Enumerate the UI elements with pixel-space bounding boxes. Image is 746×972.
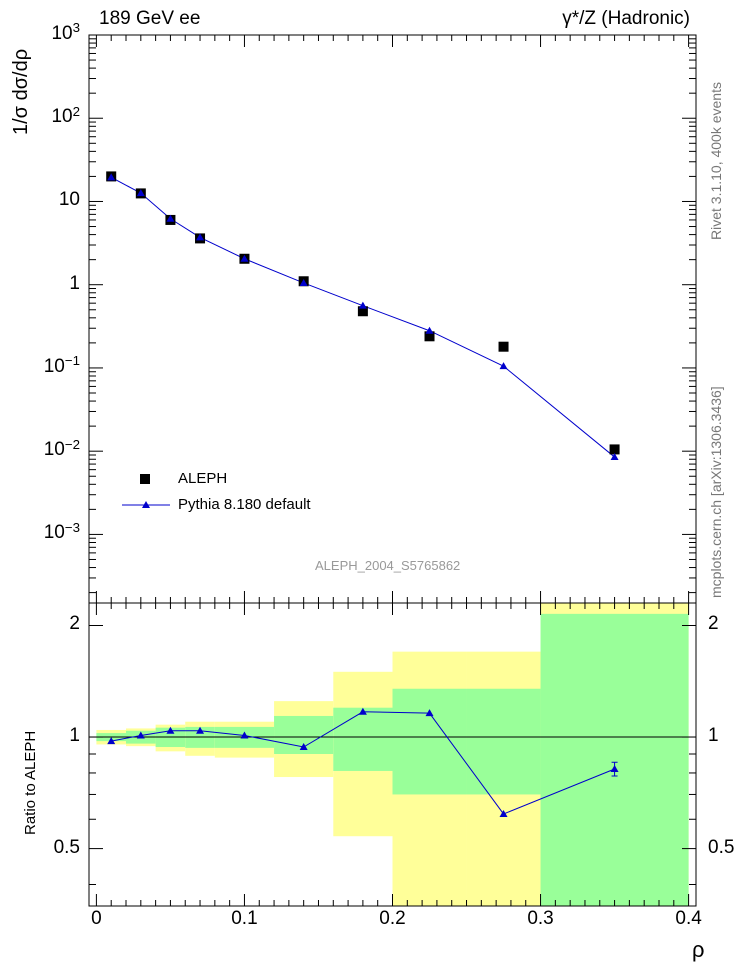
pythia-line	[110, 176, 615, 458]
aleph-point-8	[498, 341, 509, 352]
legend-marker-pythia	[142, 501, 150, 508]
main-y-tick-label: 1	[69, 272, 80, 294]
ratio-point-6	[358, 707, 367, 715]
pythia-point-2	[166, 214, 175, 222]
analysis-watermark: ALEPH_2004_S5765862	[315, 558, 461, 573]
ratio-point-5	[299, 743, 308, 751]
rivet-version-label: Rivet 3.1.10, 400k events	[708, 82, 724, 240]
ratio-point-0	[107, 737, 116, 745]
header-energy-label: 189 GeV ee	[99, 8, 201, 29]
legend-marker-aleph	[140, 474, 150, 484]
x-tick-label: 0.2	[379, 908, 406, 929]
legend-label-pythia: Pythia 8.180 default	[178, 496, 311, 513]
ratio-pythia-line	[111, 711, 615, 815]
ratio-point-1	[136, 731, 145, 739]
x-tick-label: 0.1	[231, 908, 258, 929]
band-inner-6	[333, 707, 393, 771]
main-y-tick-label: 10−2	[43, 436, 80, 461]
aleph-point-7	[424, 331, 435, 342]
pythia-point-4	[240, 254, 249, 262]
legend	[122, 474, 170, 508]
ratio-point-8	[499, 809, 508, 817]
ratio-point-7	[425, 709, 434, 717]
axis-ticks	[89, 34, 696, 906]
pythia-point-3	[196, 233, 205, 241]
main-y-tick-label: 102	[51, 103, 80, 128]
pythia-point-7	[425, 326, 434, 334]
main-plot-marks	[106, 171, 620, 461]
mcplots-label: mcplots.cern.ch [arXiv:1306.3436]	[708, 386, 724, 598]
legend-label-aleph: ALEPH	[178, 470, 228, 487]
ratio-y-tick-label-left: 2	[69, 613, 80, 635]
ratio-uncertainty-bands	[96, 603, 689, 906]
ratio-y-axis-title: Ratio to ALEPH	[22, 730, 39, 835]
ratio-y-tick-label-left: 0.5	[53, 836, 80, 858]
pythia-point-8	[499, 362, 508, 370]
main-y-axis-title: 1/σ dσ/dρ	[10, 48, 32, 135]
band-inner-7	[392, 688, 467, 795]
ratio-y-tick-label-left: 1	[69, 725, 80, 747]
pythia-point-5	[299, 278, 308, 286]
x-tick-label: 0	[91, 908, 102, 929]
main-y-tick-label: 10−1	[43, 353, 80, 377]
band-inner-9	[540, 613, 689, 906]
ratio-point-3	[196, 726, 205, 734]
x-tick-label: 0.4	[675, 908, 702, 929]
aleph-point-9	[609, 444, 620, 455]
main-frame	[88, 34, 697, 604]
ratio-point-2	[166, 726, 175, 734]
pythia-point-6	[358, 301, 367, 309]
pythia-point-1	[136, 189, 145, 197]
main-y-tick-label: 103	[51, 20, 80, 44]
ratio-plot-marks	[89, 707, 696, 817]
ratio-y-tick-label-right: 2	[708, 613, 719, 635]
ratio-y-tick-label-right: 0.5	[708, 836, 735, 858]
ratio-point-4	[240, 731, 249, 739]
aleph-point-6	[357, 306, 368, 317]
ratio-point-9	[610, 764, 619, 772]
header-process-label: γ*/Z (Hadronic)	[562, 8, 690, 29]
x-tick-label: 0.3	[527, 908, 554, 929]
main-y-tick-label: 10	[58, 189, 80, 211]
band-inner-8	[466, 688, 541, 795]
ratio-y-tick-label-right: 1	[708, 725, 719, 747]
pythia-point-9	[610, 453, 619, 461]
main-y-tick-label: 10−3	[43, 519, 80, 544]
x-axis-title: ρ	[692, 937, 705, 962]
pythia-point-0	[107, 173, 116, 181]
